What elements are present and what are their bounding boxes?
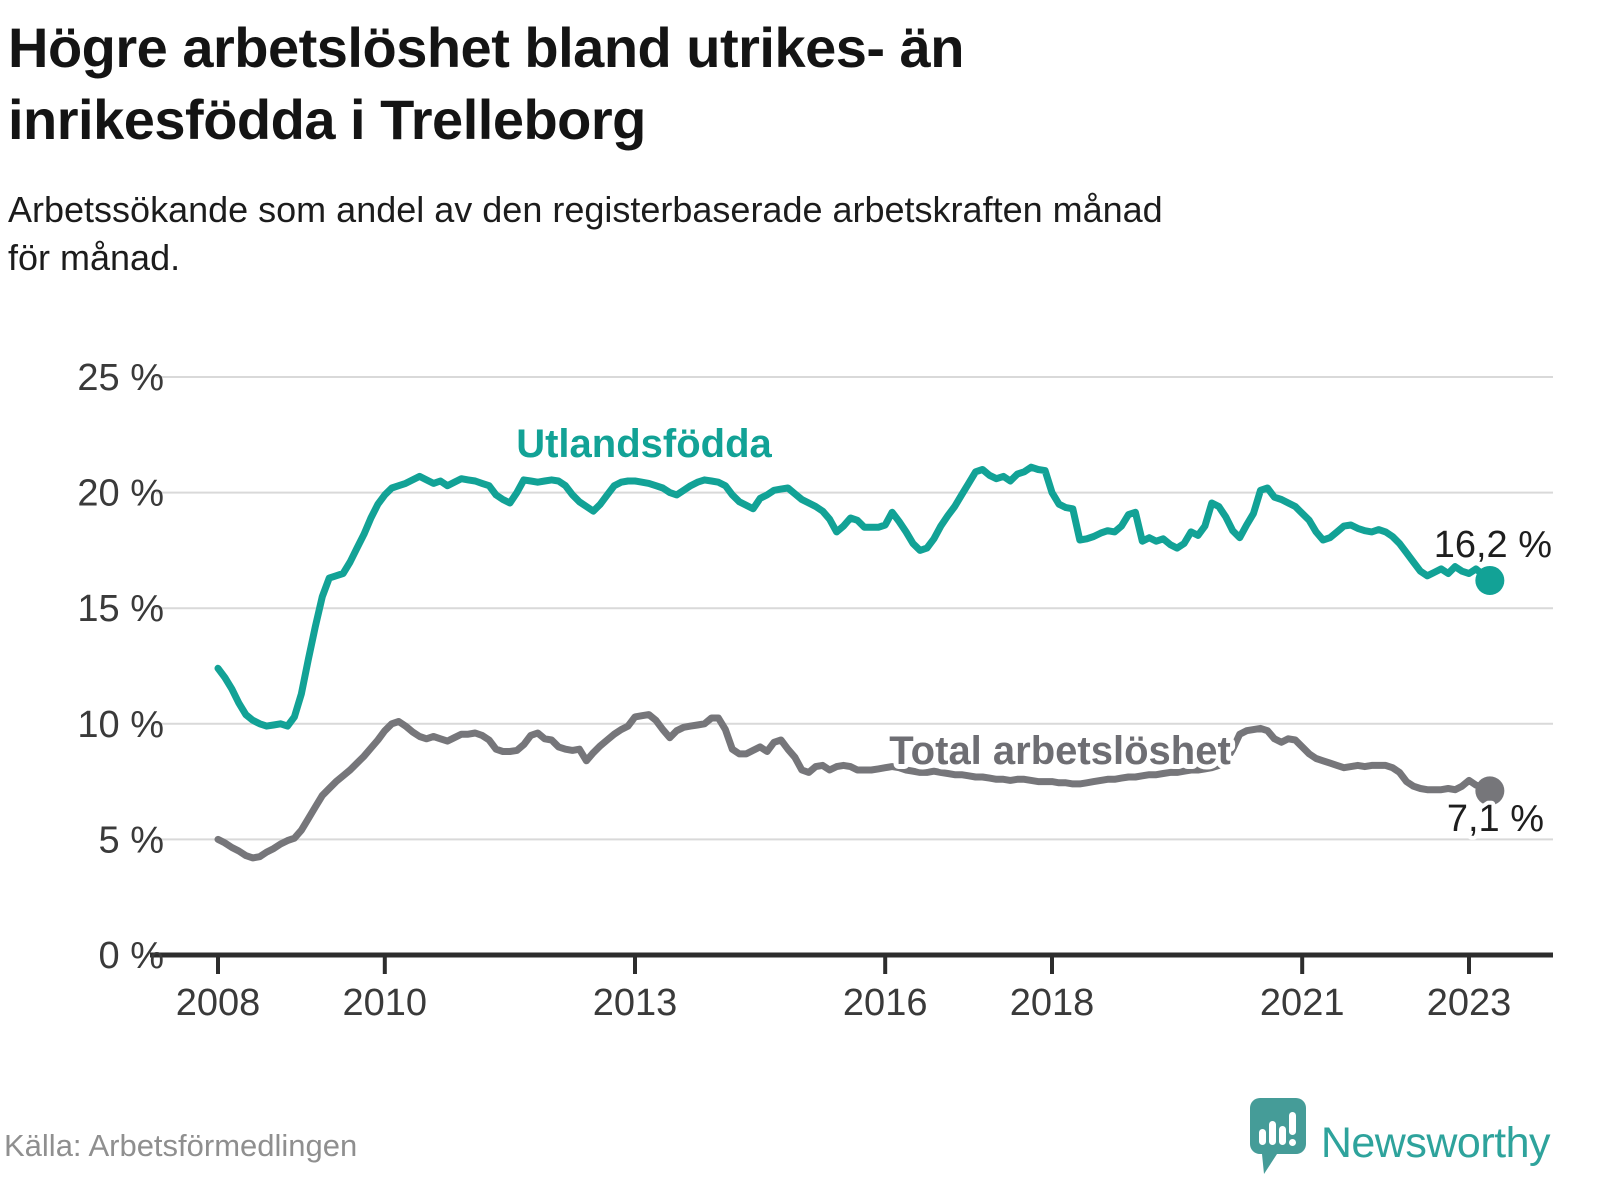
y-tick-label-10: 10 % <box>77 704 164 746</box>
x-tick-label-2013: 2013 <box>593 982 678 1024</box>
series-line-utlandsfodda <box>214 463 1494 730</box>
y-tick-label-5: 5 % <box>99 819 164 861</box>
x-axis: 2008 2010 2013 2016 2018 2021 2023 <box>176 957 1512 1024</box>
series-line-total-arbetsloshet <box>214 711 1494 862</box>
x-tick-label-2010: 2010 <box>343 982 428 1024</box>
chart-title: Högre arbetslöshet bland utrikes- än inr… <box>8 16 964 151</box>
y-tick-label-0: 0 % <box>99 935 164 977</box>
end-value-total-arbetsloshet: 7,1 % <box>1447 798 1544 840</box>
x-tick-label-2008: 2008 <box>176 982 261 1024</box>
x-tick-label-2021: 2021 <box>1260 982 1345 1024</box>
newsworthy-logo: Newsworthy <box>1247 1092 1551 1180</box>
y-tick-label-20: 20 % <box>77 473 164 515</box>
end-value-utlandsfodda: 16,2 % <box>1434 524 1552 566</box>
chart-subtitle: Arbetssökande som andel av den registerb… <box>8 189 1163 278</box>
gridlines <box>150 376 1553 958</box>
y-axis-labels: 25 % 20 % 15 % 10 % 5 % 0 % <box>77 357 164 977</box>
x-tick-label-2023: 2023 <box>1427 982 1512 1024</box>
x-tick-label-2018: 2018 <box>1010 982 1095 1024</box>
newsworthy-wordmark: Newsworthy <box>1320 1118 1551 1167</box>
y-tick-label-25: 25 % <box>77 357 164 399</box>
y-tick-label-15: 15 % <box>77 588 164 630</box>
source-caption: Källa: Arbetsförmedlingen <box>4 1128 358 1163</box>
newsworthy-speech-bubble-icon <box>1249 1098 1306 1174</box>
series-label-utlandsfodda: Utlandsfödda <box>516 422 772 466</box>
series-label-total-arbetsloshet: Total arbetslöshet <box>889 729 1231 773</box>
end-dot-total-arbetsloshet <box>1475 776 1505 806</box>
end-dot-utlandsfodda <box>1475 565 1505 595</box>
series-lines <box>214 463 1505 862</box>
x-tick-label-2016: 2016 <box>843 982 928 1024</box>
line-chart: 25 %20 %15 %10 %5 %0 % 2008 2010 2013 2016 2… <box>77 357 1556 1024</box>
